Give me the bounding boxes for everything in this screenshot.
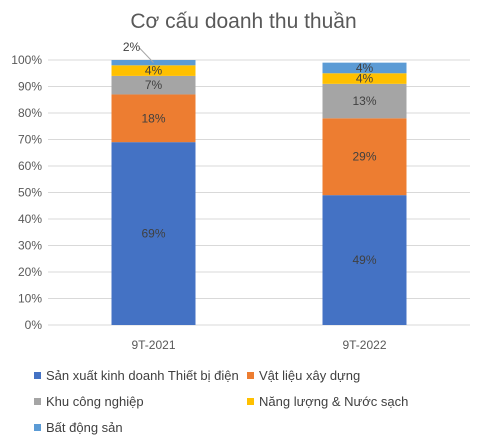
data-label: 4% xyxy=(356,61,374,75)
data-label: 13% xyxy=(352,94,376,108)
y-tick-label: 30% xyxy=(18,239,42,253)
legend-label: Năng lượng & Nước sạch xyxy=(259,394,409,409)
data-label: 69% xyxy=(141,227,165,241)
y-tick-label: 20% xyxy=(18,265,42,279)
legend-label: Bất động sản xyxy=(46,420,123,435)
legend-item: Năng lượng & Nước sạch xyxy=(247,394,408,409)
legend-swatch xyxy=(34,424,41,431)
bar-segment xyxy=(111,75,196,95)
stacked-bar-chart: 0% 10% 20% 30% 40% 50% 60% 70% 80% 90% 100% 69% 18% 7… xyxy=(11,40,470,352)
data-label: 49% xyxy=(352,253,376,267)
legend-item: Sản xuất kinh doanh Thiết bị điện xyxy=(34,368,239,383)
legend-label: Khu công nghiệp xyxy=(46,394,144,409)
data-label: 18% xyxy=(141,111,165,125)
y-tick-label: 0% xyxy=(25,318,43,332)
y-tick-label: 10% xyxy=(18,292,42,306)
legend-swatch xyxy=(247,372,254,379)
y-tick-label: 100% xyxy=(11,53,42,67)
y-tick-label: 90% xyxy=(18,80,42,94)
legend-item: Khu công nghiệp xyxy=(34,394,144,409)
bar-segment xyxy=(322,195,407,325)
legend-swatch xyxy=(34,398,41,405)
legend-item: Bất động sản xyxy=(34,420,123,435)
data-label: 4% xyxy=(356,72,374,86)
x-tick-label: 9T-2021 xyxy=(131,338,175,352)
legend-swatch xyxy=(247,398,254,405)
x-tick-label: 9T-2022 xyxy=(342,338,386,352)
y-tick-label: 70% xyxy=(18,133,42,147)
bar-segment xyxy=(322,62,407,74)
y-tick-label: 60% xyxy=(18,159,42,173)
data-label: 7% xyxy=(145,78,163,92)
bar-segment xyxy=(322,73,407,84)
data-label: 29% xyxy=(352,150,376,164)
bar-segment xyxy=(111,142,196,325)
y-tick-label: 80% xyxy=(18,106,42,120)
data-label: 2% xyxy=(123,40,141,54)
leader-line xyxy=(139,47,154,63)
chart-title: Cơ cấu doanh thu thuần xyxy=(130,10,357,33)
legend-label: Sản xuất kinh doanh Thiết bị điện xyxy=(46,368,239,383)
bar-segment xyxy=(111,65,196,76)
bar-segment xyxy=(111,94,196,143)
legend-label: Vật liệu xây dựng xyxy=(259,368,361,383)
legend-item: Vật liệu xây dựng xyxy=(247,368,360,383)
y-tick-label: 50% xyxy=(18,186,42,200)
bar-segment xyxy=(322,118,407,196)
y-tick-label: 40% xyxy=(18,212,42,226)
data-label: 4% xyxy=(145,64,163,78)
bar-segment xyxy=(322,83,407,119)
legend-swatch xyxy=(34,372,41,379)
